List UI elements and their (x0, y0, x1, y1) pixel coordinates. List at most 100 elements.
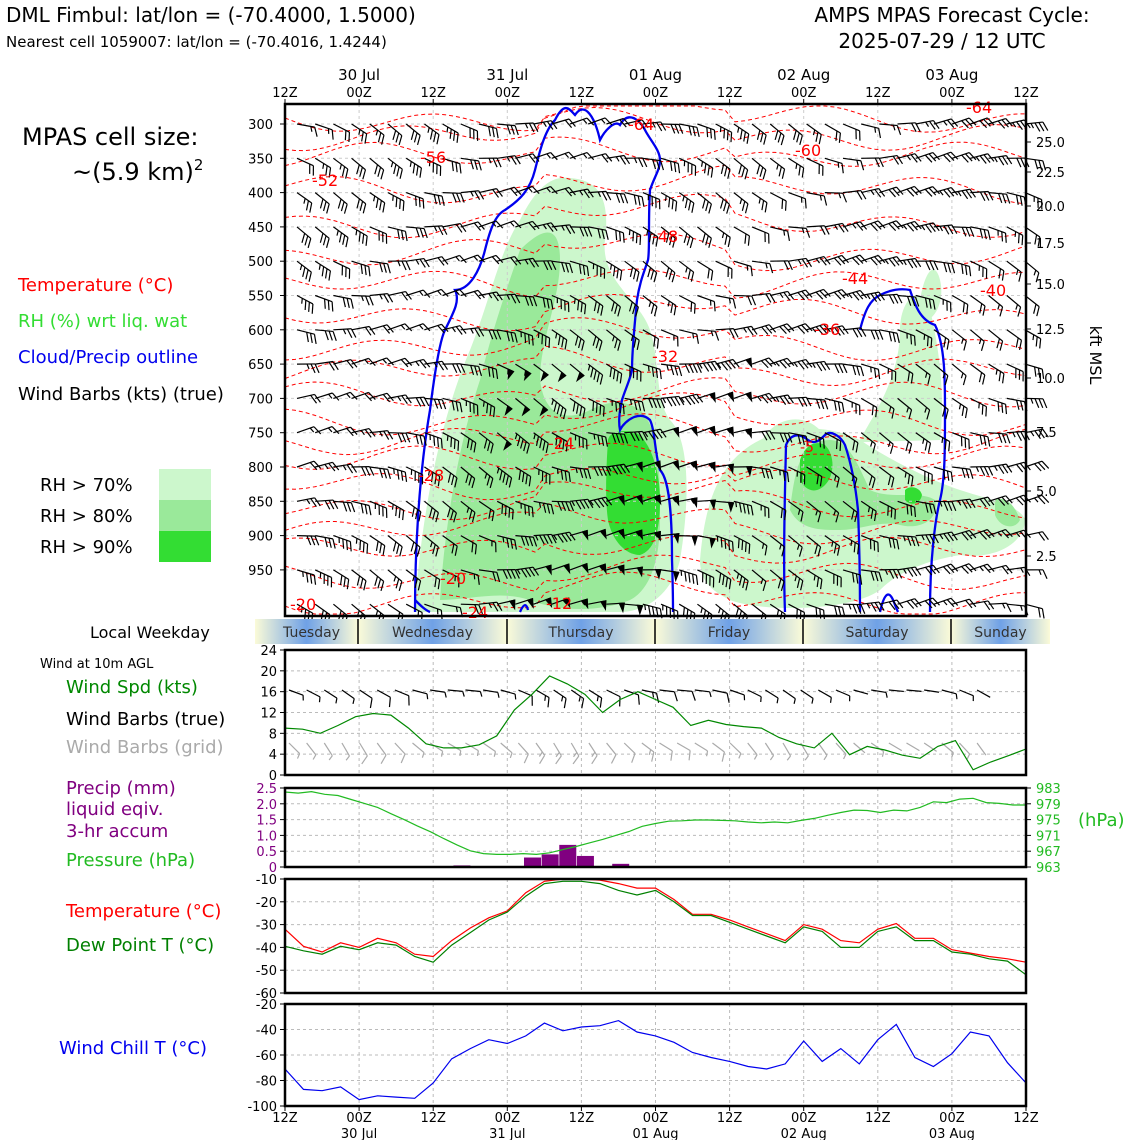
wind-barb-true (447, 689, 465, 697)
wind-barb (533, 294, 554, 310)
wind-barb (551, 500, 575, 512)
wind-barb (460, 123, 479, 141)
wind10-title: Wind at 10m AGL (40, 657, 154, 672)
wind-barb (642, 460, 662, 472)
rh90-label: RH > 90% (40, 537, 133, 558)
wind-barb (369, 324, 394, 334)
wind-barb (824, 325, 849, 336)
y-tick-label: 2.0 (256, 798, 277, 813)
weekday-name: Thursday (547, 625, 613, 641)
wind-barb (806, 569, 823, 590)
wind-barb (515, 294, 538, 307)
wind-barb (879, 256, 904, 267)
wind-barb (442, 192, 465, 203)
y-tick-label: -20 (256, 896, 277, 911)
wind-barb-grid (888, 742, 903, 752)
wind-barb (497, 186, 522, 197)
weekday-band (803, 619, 951, 644)
wind-barb (551, 329, 568, 350)
wind-barb (915, 294, 936, 310)
wind-barb (296, 535, 320, 546)
wind-barb (296, 426, 322, 435)
wind-barb (861, 157, 884, 168)
wind-barb (387, 500, 405, 521)
wind-barb (606, 226, 625, 243)
wind-barb (988, 295, 1004, 317)
wind-barb-grid (359, 742, 368, 765)
wind-barb (533, 564, 552, 576)
wind-barb (733, 427, 752, 439)
wind-barb (315, 360, 339, 371)
wind-barb (533, 152, 558, 161)
temperature-contour (284, 164, 1026, 205)
wind-barb (951, 329, 967, 351)
wind-barb (296, 460, 322, 471)
pressure-unit-label: (hPa) (1078, 810, 1125, 831)
precip-frame (283, 786, 1028, 869)
wind-barb (387, 260, 411, 271)
wind-barb (788, 569, 804, 591)
wind-barb-true (430, 689, 447, 698)
windchill-legend: Wind Chill T (°C) (59, 1038, 207, 1059)
wind-barb (569, 529, 589, 541)
wind-barb (697, 192, 712, 214)
wind-barb (970, 600, 995, 611)
temp-label: -56 (420, 148, 446, 167)
wind-barb-true (553, 689, 567, 709)
wind-barb (733, 226, 751, 246)
y-tick-label: -40 (256, 1024, 277, 1039)
wind-barb (387, 466, 408, 482)
wind-barb (515, 220, 540, 231)
temp-label: -32 (652, 347, 678, 366)
wind-barb-true (747, 689, 762, 703)
wind-barb (569, 498, 594, 510)
height-tick-label: 7.5 (1036, 426, 1057, 441)
wind-barb-true (729, 689, 746, 701)
wind-barb (551, 531, 576, 543)
y-tick-label: 4 (269, 748, 277, 763)
temp-label: -44 (842, 269, 868, 288)
pressure-tick-label: 600 (248, 324, 273, 339)
wind-barb-grid (712, 742, 726, 762)
wind-barb (314, 294, 334, 312)
pressure-line (284, 790, 1026, 856)
wind-barb (551, 432, 569, 452)
wind-barb (460, 432, 477, 453)
wind-barb (351, 391, 376, 402)
legend-rh: RH (%) wrt liq. wat (18, 311, 187, 332)
wind-barb (915, 564, 940, 576)
wind-barb-grid (659, 742, 673, 761)
legend-wind: Wind Barbs (kts) (true) (18, 384, 224, 405)
wind-barb (442, 500, 457, 523)
wind-barb (406, 358, 431, 369)
wind-barb (587, 260, 606, 279)
temp-label: -36 (814, 320, 840, 339)
wind-barb (751, 123, 767, 145)
wind-barb (314, 157, 332, 178)
wind-barb (715, 500, 735, 513)
wind-barb (424, 432, 443, 449)
wind-barb (588, 226, 609, 240)
y-tick-label: -30 (256, 919, 277, 934)
wind-barb (679, 393, 704, 406)
wind-barb-true (306, 689, 321, 703)
cross-section-wind-barbs (296, 117, 1050, 626)
precip-bar (524, 857, 541, 867)
wind-barb (442, 466, 458, 488)
weekday-label: Local Weekday (90, 623, 210, 642)
wind-barb (769, 569, 785, 592)
wind-barb (769, 500, 787, 521)
wind-barb (952, 188, 976, 200)
wind-barb (569, 466, 592, 480)
wind-barb (770, 323, 795, 335)
height-tick-label: 2.5 (1036, 550, 1057, 565)
date-label: 02 Aug (777, 66, 830, 84)
wind-barb (478, 188, 503, 198)
cross-section-panel: -64 -56 -52 -60 -64 -48 -44 -40 -36 -32 … (248, 66, 1105, 626)
temperature-grid (285, 878, 1026, 994)
wind-barb-grid (958, 742, 971, 760)
temperature-legend: Temperature (°C) (65, 901, 221, 922)
wind-barb (478, 220, 504, 229)
rh70-label: RH > 70% (40, 475, 133, 496)
wind-barb-true (288, 689, 304, 701)
